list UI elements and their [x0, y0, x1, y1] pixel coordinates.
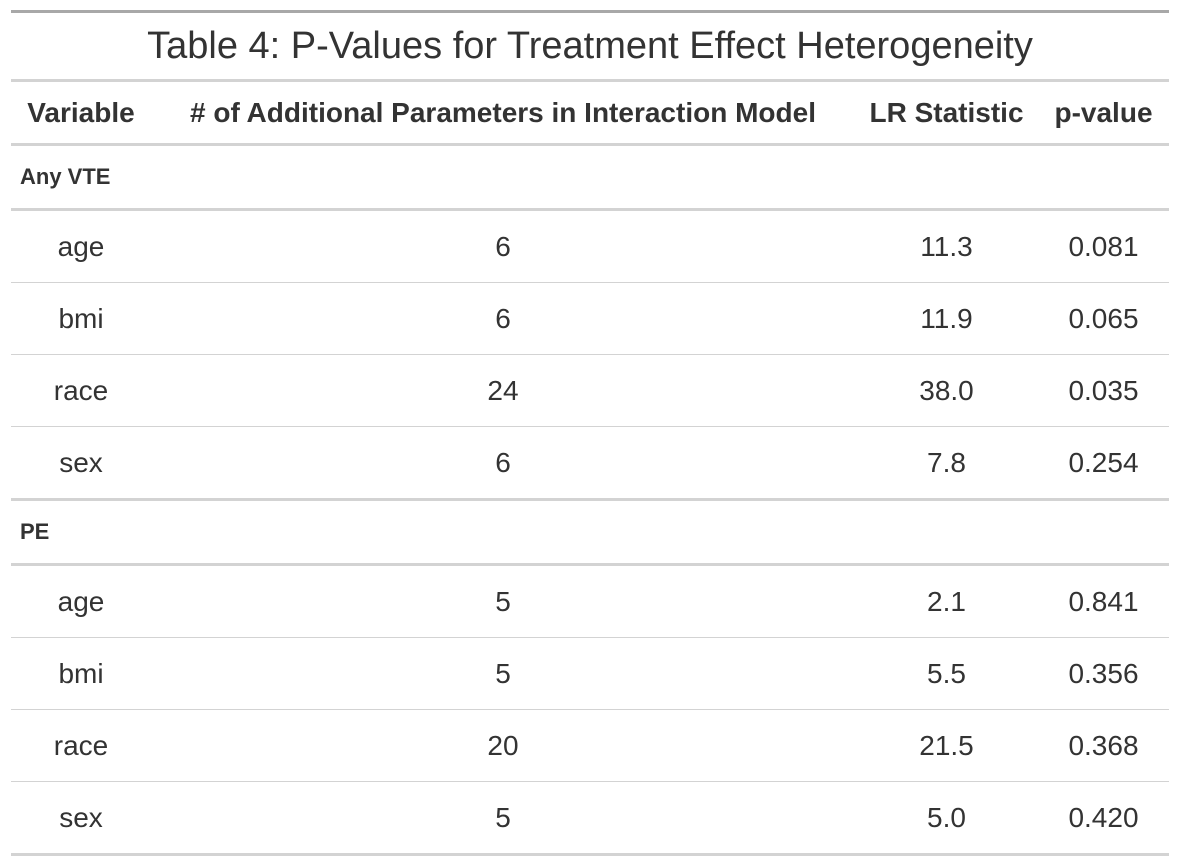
results-table-container: Table 4: P-Values for Treatment Effect H… — [11, 10, 1169, 856]
results-table: Variable # of Additional Parameters in I… — [11, 82, 1169, 856]
table-row: bmi 5 5.5 0.356 — [11, 637, 1169, 710]
cell-lr-statistic: 2.1 — [855, 564, 1038, 638]
cell-parameters: 5 — [151, 781, 855, 856]
column-header-additional-parameters: # of Additional Parameters in Interactio… — [151, 82, 855, 146]
table-row: sex 5 5.0 0.420 — [11, 781, 1169, 856]
cell-parameters: 6 — [151, 426, 855, 501]
cell-parameters: 24 — [151, 354, 855, 427]
header-row: Variable # of Additional Parameters in I… — [11, 82, 1169, 146]
cell-lr-statistic: 5.5 — [855, 637, 1038, 710]
table-caption: Table 4: P-Values for Treatment Effect H… — [11, 13, 1169, 82]
cell-lr-statistic: 7.8 — [855, 426, 1038, 501]
cell-p-value: 0.081 — [1038, 209, 1169, 283]
group-row-any-vte: Any VTE — [11, 144, 1169, 211]
cell-parameters: 5 — [151, 637, 855, 710]
cell-lr-statistic: 5.0 — [855, 781, 1038, 856]
cell-variable: bmi — [11, 282, 151, 355]
cell-variable: sex — [11, 426, 151, 501]
cell-lr-statistic: 11.9 — [855, 282, 1038, 355]
cell-p-value: 0.035 — [1038, 354, 1169, 427]
cell-variable: bmi — [11, 637, 151, 710]
cell-variable: race — [11, 709, 151, 782]
cell-p-value: 0.065 — [1038, 282, 1169, 355]
cell-p-value: 0.841 — [1038, 564, 1169, 638]
table-row: age 6 11.3 0.081 — [11, 209, 1169, 283]
cell-p-value: 0.254 — [1038, 426, 1169, 501]
table-top-rule — [11, 10, 1169, 13]
cell-parameters: 5 — [151, 564, 855, 638]
group-row-pe: PE — [11, 499, 1169, 566]
table-row: age 5 2.1 0.841 — [11, 564, 1169, 638]
group-label: PE — [11, 499, 1169, 566]
cell-parameters: 6 — [151, 282, 855, 355]
cell-parameters: 20 — [151, 709, 855, 782]
cell-parameters: 6 — [151, 209, 855, 283]
cell-lr-statistic: 21.5 — [855, 709, 1038, 782]
group-label: Any VTE — [11, 144, 1169, 211]
table-row: race 24 38.0 0.035 — [11, 354, 1169, 427]
table-row: sex 6 7.8 0.254 — [11, 426, 1169, 501]
cell-variable: age — [11, 209, 151, 283]
cell-p-value: 0.356 — [1038, 637, 1169, 710]
table-row: bmi 6 11.9 0.065 — [11, 282, 1169, 355]
column-header-p-value: p-value — [1038, 82, 1169, 146]
table-body: Any VTE age 6 11.3 0.081 bmi 6 11.9 0.06… — [11, 144, 1169, 856]
cell-variable: sex — [11, 781, 151, 856]
column-header-lr-statistic: LR Statistic — [855, 82, 1038, 146]
table-header: Variable # of Additional Parameters in I… — [11, 82, 1169, 146]
cell-p-value: 0.420 — [1038, 781, 1169, 856]
cell-lr-statistic: 11.3 — [855, 209, 1038, 283]
cell-p-value: 0.368 — [1038, 709, 1169, 782]
cell-variable: age — [11, 564, 151, 638]
cell-lr-statistic: 38.0 — [855, 354, 1038, 427]
table-row: race 20 21.5 0.368 — [11, 709, 1169, 782]
cell-variable: race — [11, 354, 151, 427]
column-header-variable: Variable — [11, 82, 151, 146]
